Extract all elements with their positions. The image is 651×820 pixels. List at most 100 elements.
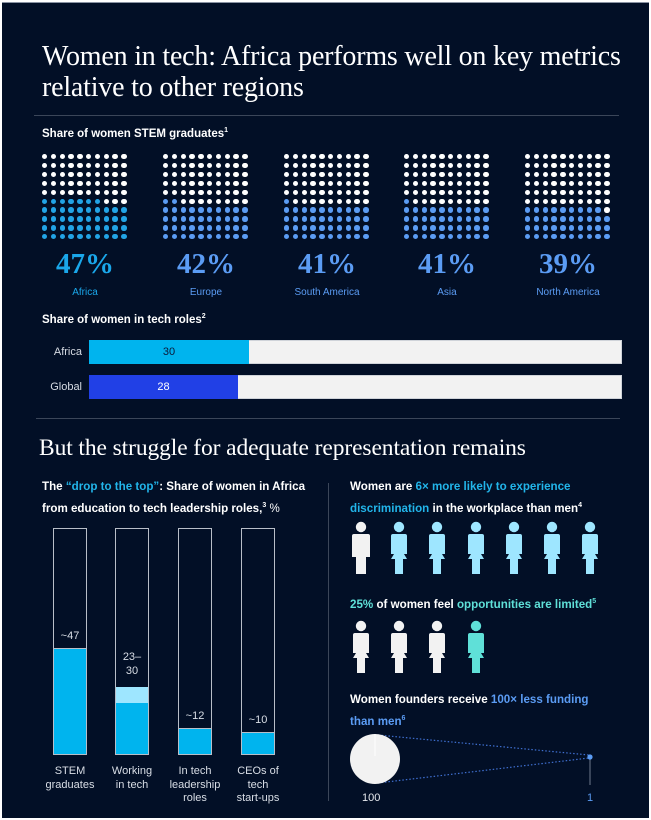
dot-empty — [551, 189, 557, 195]
dot-filled — [121, 234, 127, 240]
dot-filled — [336, 225, 343, 231]
dot-filled — [233, 225, 239, 231]
dot-filled — [595, 225, 601, 231]
dot-empty — [569, 154, 575, 160]
dot-filled — [328, 225, 334, 231]
dot-empty — [284, 162, 290, 169]
dot-filled — [560, 234, 566, 240]
dot-empty — [198, 189, 204, 195]
dot-filled — [77, 234, 83, 240]
dot-empty — [560, 198, 566, 204]
woman-icon — [465, 620, 487, 674]
dot-filled — [560, 216, 566, 222]
dot-empty — [412, 154, 419, 160]
category-line: CEOs of — [237, 765, 279, 777]
dot-empty — [224, 198, 230, 204]
dot-filled — [224, 207, 230, 213]
dot-empty — [233, 180, 239, 187]
dot-empty — [310, 198, 316, 204]
woman-icon — [426, 620, 448, 674]
woman-icon — [388, 521, 410, 575]
dot-empty — [328, 189, 334, 195]
dot-empty — [59, 162, 65, 169]
dot-filled — [198, 234, 204, 240]
dot-empty — [207, 171, 213, 178]
dot-filled — [215, 234, 222, 240]
dot-filled — [42, 198, 48, 204]
dot-filled — [551, 234, 557, 240]
dot-empty — [50, 154, 57, 160]
dot-empty — [292, 171, 299, 178]
woman-icon — [541, 521, 563, 575]
dot-empty — [456, 162, 463, 169]
dot-empty — [224, 162, 230, 169]
dot-filled — [354, 207, 360, 213]
dot-empty — [474, 162, 480, 169]
dot-filled — [354, 216, 360, 222]
dot-empty — [560, 162, 566, 169]
dot-empty — [448, 171, 454, 178]
dot-empty — [354, 154, 360, 160]
dot-empty — [189, 198, 195, 204]
dot-filled — [404, 225, 410, 231]
dot-filled — [59, 198, 65, 204]
dot-filled — [163, 225, 169, 231]
dot-filled — [412, 225, 419, 231]
dot-filled — [242, 225, 248, 231]
dot-empty — [586, 171, 592, 178]
region-label: North America — [536, 287, 600, 298]
dot-empty — [189, 189, 195, 195]
dot-filled — [456, 207, 463, 213]
stat-percent: 47% — [56, 248, 114, 280]
dot-grid-asia — [404, 154, 490, 240]
dot-empty — [336, 154, 343, 160]
dot-empty — [551, 171, 557, 178]
dot-empty — [430, 198, 436, 204]
dot-empty — [163, 171, 169, 178]
dot-empty — [412, 198, 419, 204]
dot-filled — [189, 207, 195, 213]
dot-filled — [577, 234, 584, 240]
dot-filled — [474, 216, 480, 222]
dot-filled — [301, 207, 307, 213]
dot-empty — [50, 189, 57, 195]
dot-empty — [448, 154, 454, 160]
dot-filled — [319, 207, 325, 213]
dot-empty — [112, 198, 118, 204]
dot-empty — [121, 162, 127, 169]
dot-filled — [284, 225, 290, 231]
dot-filled — [448, 207, 454, 213]
dot-filled — [292, 225, 299, 231]
dot-filled — [103, 234, 109, 240]
dot-empty — [412, 180, 419, 187]
dot-filled — [284, 216, 290, 222]
dot-empty — [560, 189, 566, 195]
dot-empty — [345, 154, 351, 160]
dot-filled — [171, 216, 178, 222]
dot-filled — [430, 216, 436, 222]
dot-empty — [310, 171, 316, 178]
dot-empty — [301, 180, 307, 187]
dot-filled — [68, 225, 74, 231]
dot-empty — [42, 180, 48, 187]
dot-filled — [577, 207, 584, 213]
bar-africa: 30 — [89, 340, 249, 364]
dot-filled — [404, 216, 410, 222]
dot-empty — [577, 189, 584, 195]
dot-empty — [465, 171, 471, 178]
dot-filled — [328, 207, 334, 213]
funding-connector-top — [377, 734, 590, 756]
dot-empty — [336, 162, 343, 169]
dot-empty — [180, 189, 186, 195]
dot-empty — [310, 154, 316, 160]
dot-empty — [103, 171, 109, 178]
dot-empty — [319, 180, 325, 187]
dot-empty — [189, 162, 195, 169]
dot-filled — [336, 234, 343, 240]
dot-filled — [207, 207, 213, 213]
dot-empty — [363, 180, 369, 187]
dot-filled — [292, 234, 299, 240]
dot-empty — [336, 180, 343, 187]
dot-filled — [542, 207, 548, 213]
dot-filled — [171, 207, 178, 213]
